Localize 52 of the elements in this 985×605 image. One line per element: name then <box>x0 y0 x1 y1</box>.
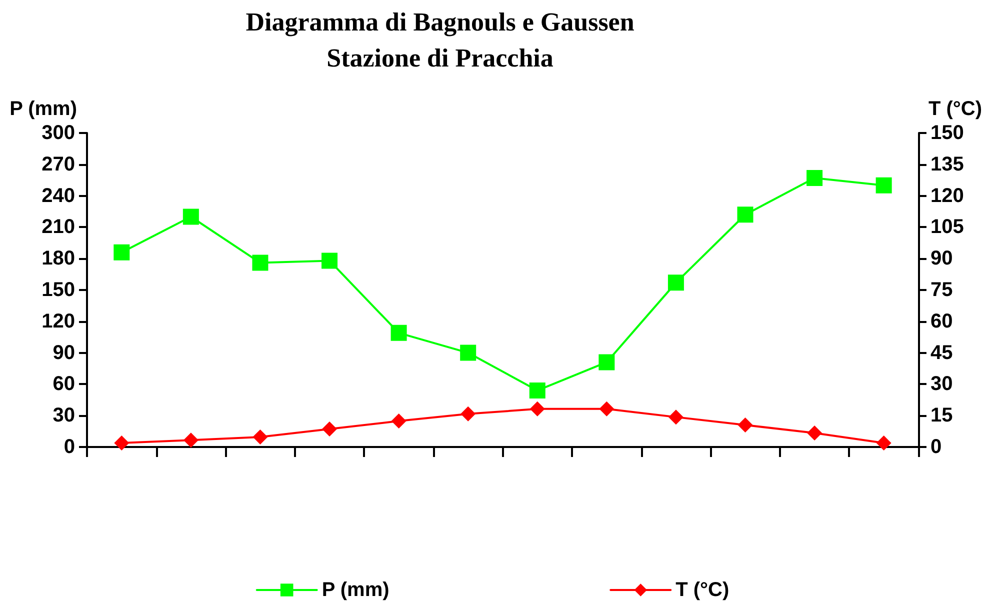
y-tick-label: 210 <box>42 216 75 238</box>
y2-tick-label: 60 <box>930 310 953 332</box>
point <box>668 410 684 425</box>
y-tick-label: 90 <box>52 342 75 364</box>
point <box>322 421 338 436</box>
y-tick-label: 120 <box>42 310 75 332</box>
point <box>460 344 476 361</box>
point <box>322 252 338 269</box>
chart-subtitle: Stazione di Pracchia <box>326 44 554 72</box>
point <box>806 170 823 186</box>
point <box>252 429 268 444</box>
point <box>183 432 198 448</box>
point <box>252 254 268 271</box>
point <box>668 274 684 291</box>
point <box>876 177 892 194</box>
point <box>182 208 199 225</box>
point <box>738 418 753 433</box>
y2-tick-label: 30 <box>930 373 953 396</box>
y-tick-label: 60 <box>52 373 75 396</box>
point <box>876 436 892 451</box>
legend-label: T (°C) <box>676 579 730 601</box>
y-tick-label: 150 <box>42 279 75 301</box>
y2-tick-label: 135 <box>930 153 964 176</box>
point <box>598 354 615 370</box>
point <box>391 414 406 429</box>
y2-tick-label: 150 <box>930 122 964 144</box>
y2-tick-label: 105 <box>930 216 964 238</box>
point <box>737 206 754 223</box>
y2-axis-title: T (°C) <box>928 98 982 120</box>
y-axis-title: P (mm) <box>10 98 77 120</box>
y-tick-label: 270 <box>42 153 75 176</box>
y2-tick-label: 15 <box>930 404 953 427</box>
y-tick-label: 30 <box>52 404 75 427</box>
y-tick-label: 240 <box>42 184 75 207</box>
point <box>529 382 546 398</box>
chart-title: Diagramma di Bagnouls e Gaussen <box>246 8 635 36</box>
point <box>599 401 614 416</box>
point <box>114 436 130 451</box>
legend-label: P (mm) <box>322 579 390 601</box>
y2-tick-label: 0 <box>930 436 942 458</box>
point <box>460 406 476 422</box>
point <box>390 324 407 341</box>
y-tick-label: 180 <box>42 248 75 270</box>
y-tick-label: 300 <box>42 122 75 144</box>
point <box>807 425 822 440</box>
point <box>530 401 545 416</box>
y2-tick-label: 120 <box>930 184 964 207</box>
y2-tick-label: 90 <box>930 248 953 270</box>
point <box>114 244 130 260</box>
y2-tick-label: 75 <box>930 279 953 301</box>
y-tick-label: 0 <box>64 436 75 458</box>
y2-tick-label: 45 <box>930 342 953 364</box>
